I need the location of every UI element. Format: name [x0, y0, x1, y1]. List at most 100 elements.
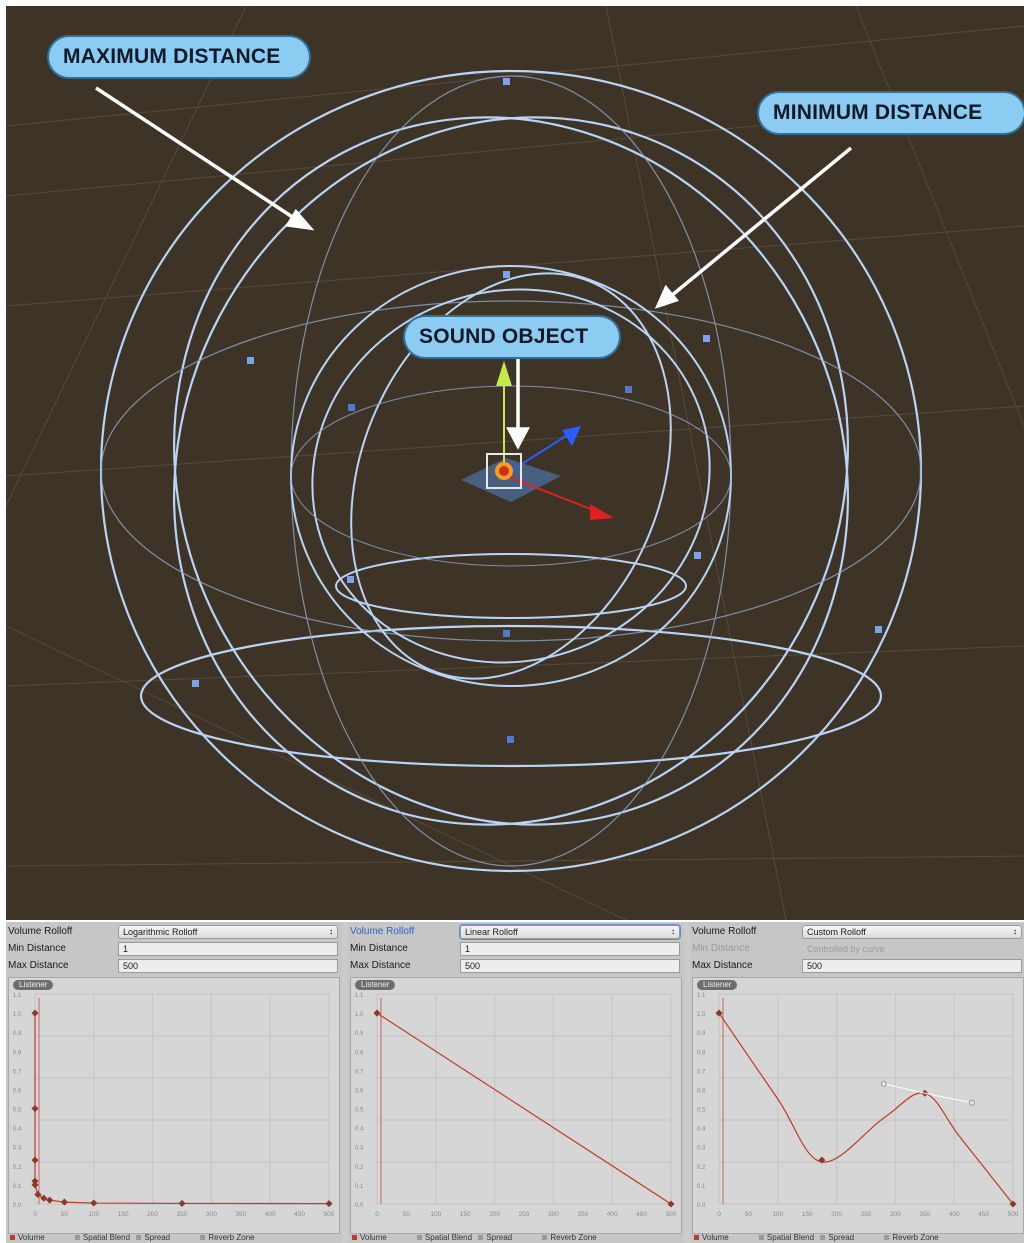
dropdown-arrow-icon: ↕ [1013, 927, 1017, 936]
y-tick-label: 0.8 [13, 1050, 22, 1056]
max-distance-label: Max Distance [692, 960, 753, 971]
x-tick-label: 300 [548, 1211, 559, 1218]
rolloff-graph-svg: 0.0 0.1 0.2 0.3 0.4 0.5 0.6 0.7 0.8 0.9 1.0 1.1 0 50 1… [13, 993, 335, 1218]
curve-key-point [178, 1199, 186, 1207]
y-tick-label: 0.0 [13, 1203, 22, 1209]
min-distance-field[interactable]: 1 [460, 942, 680, 956]
min-distance-label: Min Distance [350, 943, 408, 954]
sound-object-callout: SOUND OBJECT [405, 317, 619, 357]
min-distance-label: Min Distance [8, 943, 66, 954]
listener-badge: Listener [697, 980, 738, 990]
graph-legend: Volume Spatial Blend Spread Reverb Zone [6, 1232, 342, 1243]
legend-reverb-zone: Reverb Zone [208, 1233, 255, 1242]
scene-graphics [6, 6, 1024, 920]
curve-key-point [31, 1181, 39, 1189]
sphere-handles[interactable] [192, 78, 882, 743]
max-distance-callout: MAXIMUM DISTANCE [49, 37, 309, 77]
y-tick-label: 0.0 [697, 1203, 706, 1209]
y-tick-label: 0.0 [355, 1203, 364, 1209]
max-distance-field[interactable]: 500 [118, 959, 338, 973]
volume-rolloff-value: Linear Rolloff [465, 927, 518, 937]
y-tick-label: 0.5 [355, 1108, 364, 1114]
curve-key-point [373, 1009, 381, 1017]
rolloff-graph[interactable]: 0.0 0.1 0.2 0.3 0.4 0.5 0.6 0.7 0.8 0.9 1.0 1.1 0 50 1… [8, 977, 340, 1234]
y-tick-label: 0.9 [355, 1031, 364, 1037]
y-tick-label: 0.2 [697, 1165, 706, 1171]
y-tick-label: 0.7 [355, 1069, 364, 1075]
rolloff-graph[interactable]: 0.0 0.1 0.2 0.3 0.4 0.5 0.6 0.7 0.8 0.9 1.0 1.1 0 50 1… [692, 977, 1024, 1234]
curve-key-point [325, 1200, 333, 1208]
curve-key-point [60, 1198, 68, 1206]
spread-swatch [478, 1235, 484, 1241]
spread-swatch [136, 1235, 142, 1241]
x-tick-label: 500 [324, 1211, 335, 1218]
x-tick-label: 200 [489, 1211, 500, 1218]
y-tick-label: 0.2 [13, 1165, 22, 1171]
reverb-zone-swatch [200, 1235, 206, 1241]
x-tick-label: 150 [460, 1211, 471, 1218]
volume-rolloff-value: Custom Rolloff [807, 927, 866, 937]
move-gizmo[interactable] [461, 361, 614, 520]
graph-legend: Volume Spatial Blend Spread Reverb Zone [690, 1232, 1024, 1243]
x-tick-label: 50 [61, 1211, 69, 1218]
volume-rolloff-dropdown[interactable]: Logarithmic Rolloff ↕ [118, 925, 338, 939]
spatial-blend-swatch [416, 1235, 422, 1241]
volume-rolloff-label: Volume Rolloff [350, 926, 415, 937]
volume-rolloff-label: Volume Rolloff [692, 926, 757, 937]
x-tick-label: 100 [430, 1211, 441, 1218]
volume-curve [34, 1013, 330, 1205]
y-tick-label: 0.5 [13, 1108, 22, 1114]
x-tick-label: 350 [235, 1211, 246, 1218]
x-tick-label: 500 [666, 1211, 677, 1218]
y-tick-label: 0.3 [355, 1146, 364, 1152]
x-tick-label: 400 [949, 1211, 960, 1218]
x-tick-label: 0 [33, 1211, 37, 1218]
y-tick-label: 0.8 [697, 1050, 706, 1056]
y-tick-label: 1.1 [13, 993, 22, 999]
x-tick-label: 250 [519, 1211, 530, 1218]
curve-key-point [31, 1156, 39, 1164]
min-distance-label: Min Distance [692, 943, 750, 954]
y-tick-label: 1.0 [697, 1012, 706, 1018]
x-tick-label: 0 [717, 1211, 721, 1218]
legend-spread: Spread [828, 1233, 855, 1242]
max-distance-field[interactable]: 500 [460, 959, 680, 973]
volume-swatch [10, 1235, 15, 1241]
y-tick-label: 0.9 [697, 1031, 706, 1037]
min-distance-callout: MINIMUM DISTANCE [759, 93, 1024, 133]
y-tick-label: 0.8 [355, 1050, 364, 1056]
x-tick-label: 450 [294, 1211, 305, 1218]
dropdown-arrow-icon: ↕ [671, 927, 675, 936]
logarithmic-rolloff-panel: Volume Rolloff Logarithmic Rolloff ↕ Min … [6, 922, 342, 1243]
y-tick-label: 0.3 [697, 1146, 706, 1152]
y-tick-label: 0.9 [13, 1031, 22, 1037]
rolloff-graph-svg: 0.0 0.1 0.2 0.3 0.4 0.5 0.6 0.7 0.8 0.9 1.0 1.1 0 50 1… [697, 993, 1019, 1218]
rolloff-graph[interactable]: 0.0 0.1 0.2 0.3 0.4 0.5 0.6 0.7 0.8 0.9 1.0 1.1 0 50 1… [350, 977, 682, 1234]
reverb-zone-swatch [884, 1235, 890, 1241]
scene-view[interactable]: MAXIMUM DISTANCE MINIMUM DISTANCE SOUND … [6, 6, 1024, 920]
x-tick-label: 50 [745, 1211, 753, 1218]
reverb-zone-swatch [542, 1235, 548, 1241]
y-tick-label: 0.3 [13, 1146, 22, 1152]
tangent-handle [968, 1099, 975, 1106]
legend-volume: Volume [360, 1233, 387, 1242]
spatial-blend-swatch [74, 1235, 80, 1241]
max-distance-field[interactable]: 500 [802, 959, 1022, 973]
volume-rolloff-dropdown[interactable]: Custom Rolloff ↕ [802, 925, 1022, 939]
x-tick-label: 50 [403, 1211, 411, 1218]
volume-rolloff-dropdown[interactable]: Linear Rolloff ↕ [460, 925, 680, 939]
audio-source-panels: Volume Rolloff Logarithmic Rolloff ↕ Min … [6, 922, 1024, 1243]
min-distance-field[interactable]: 1 [118, 942, 338, 956]
y-tick-label: 0.1 [355, 1184, 364, 1190]
x-tick-label: 250 [861, 1211, 872, 1218]
legend-spread: Spread [144, 1233, 171, 1242]
callout-arrows [95, 86, 853, 450]
curve-key-point [667, 1200, 675, 1208]
legend-volume: Volume [18, 1233, 45, 1242]
y-tick-label: 1.1 [697, 993, 706, 999]
y-tick-label: 1.0 [355, 1012, 364, 1018]
legend-volume: Volume [702, 1233, 729, 1242]
y-tick-label: 0.6 [13, 1088, 22, 1094]
y-tick-label: 0.1 [697, 1184, 706, 1190]
spatial-blend-swatch [758, 1235, 764, 1241]
